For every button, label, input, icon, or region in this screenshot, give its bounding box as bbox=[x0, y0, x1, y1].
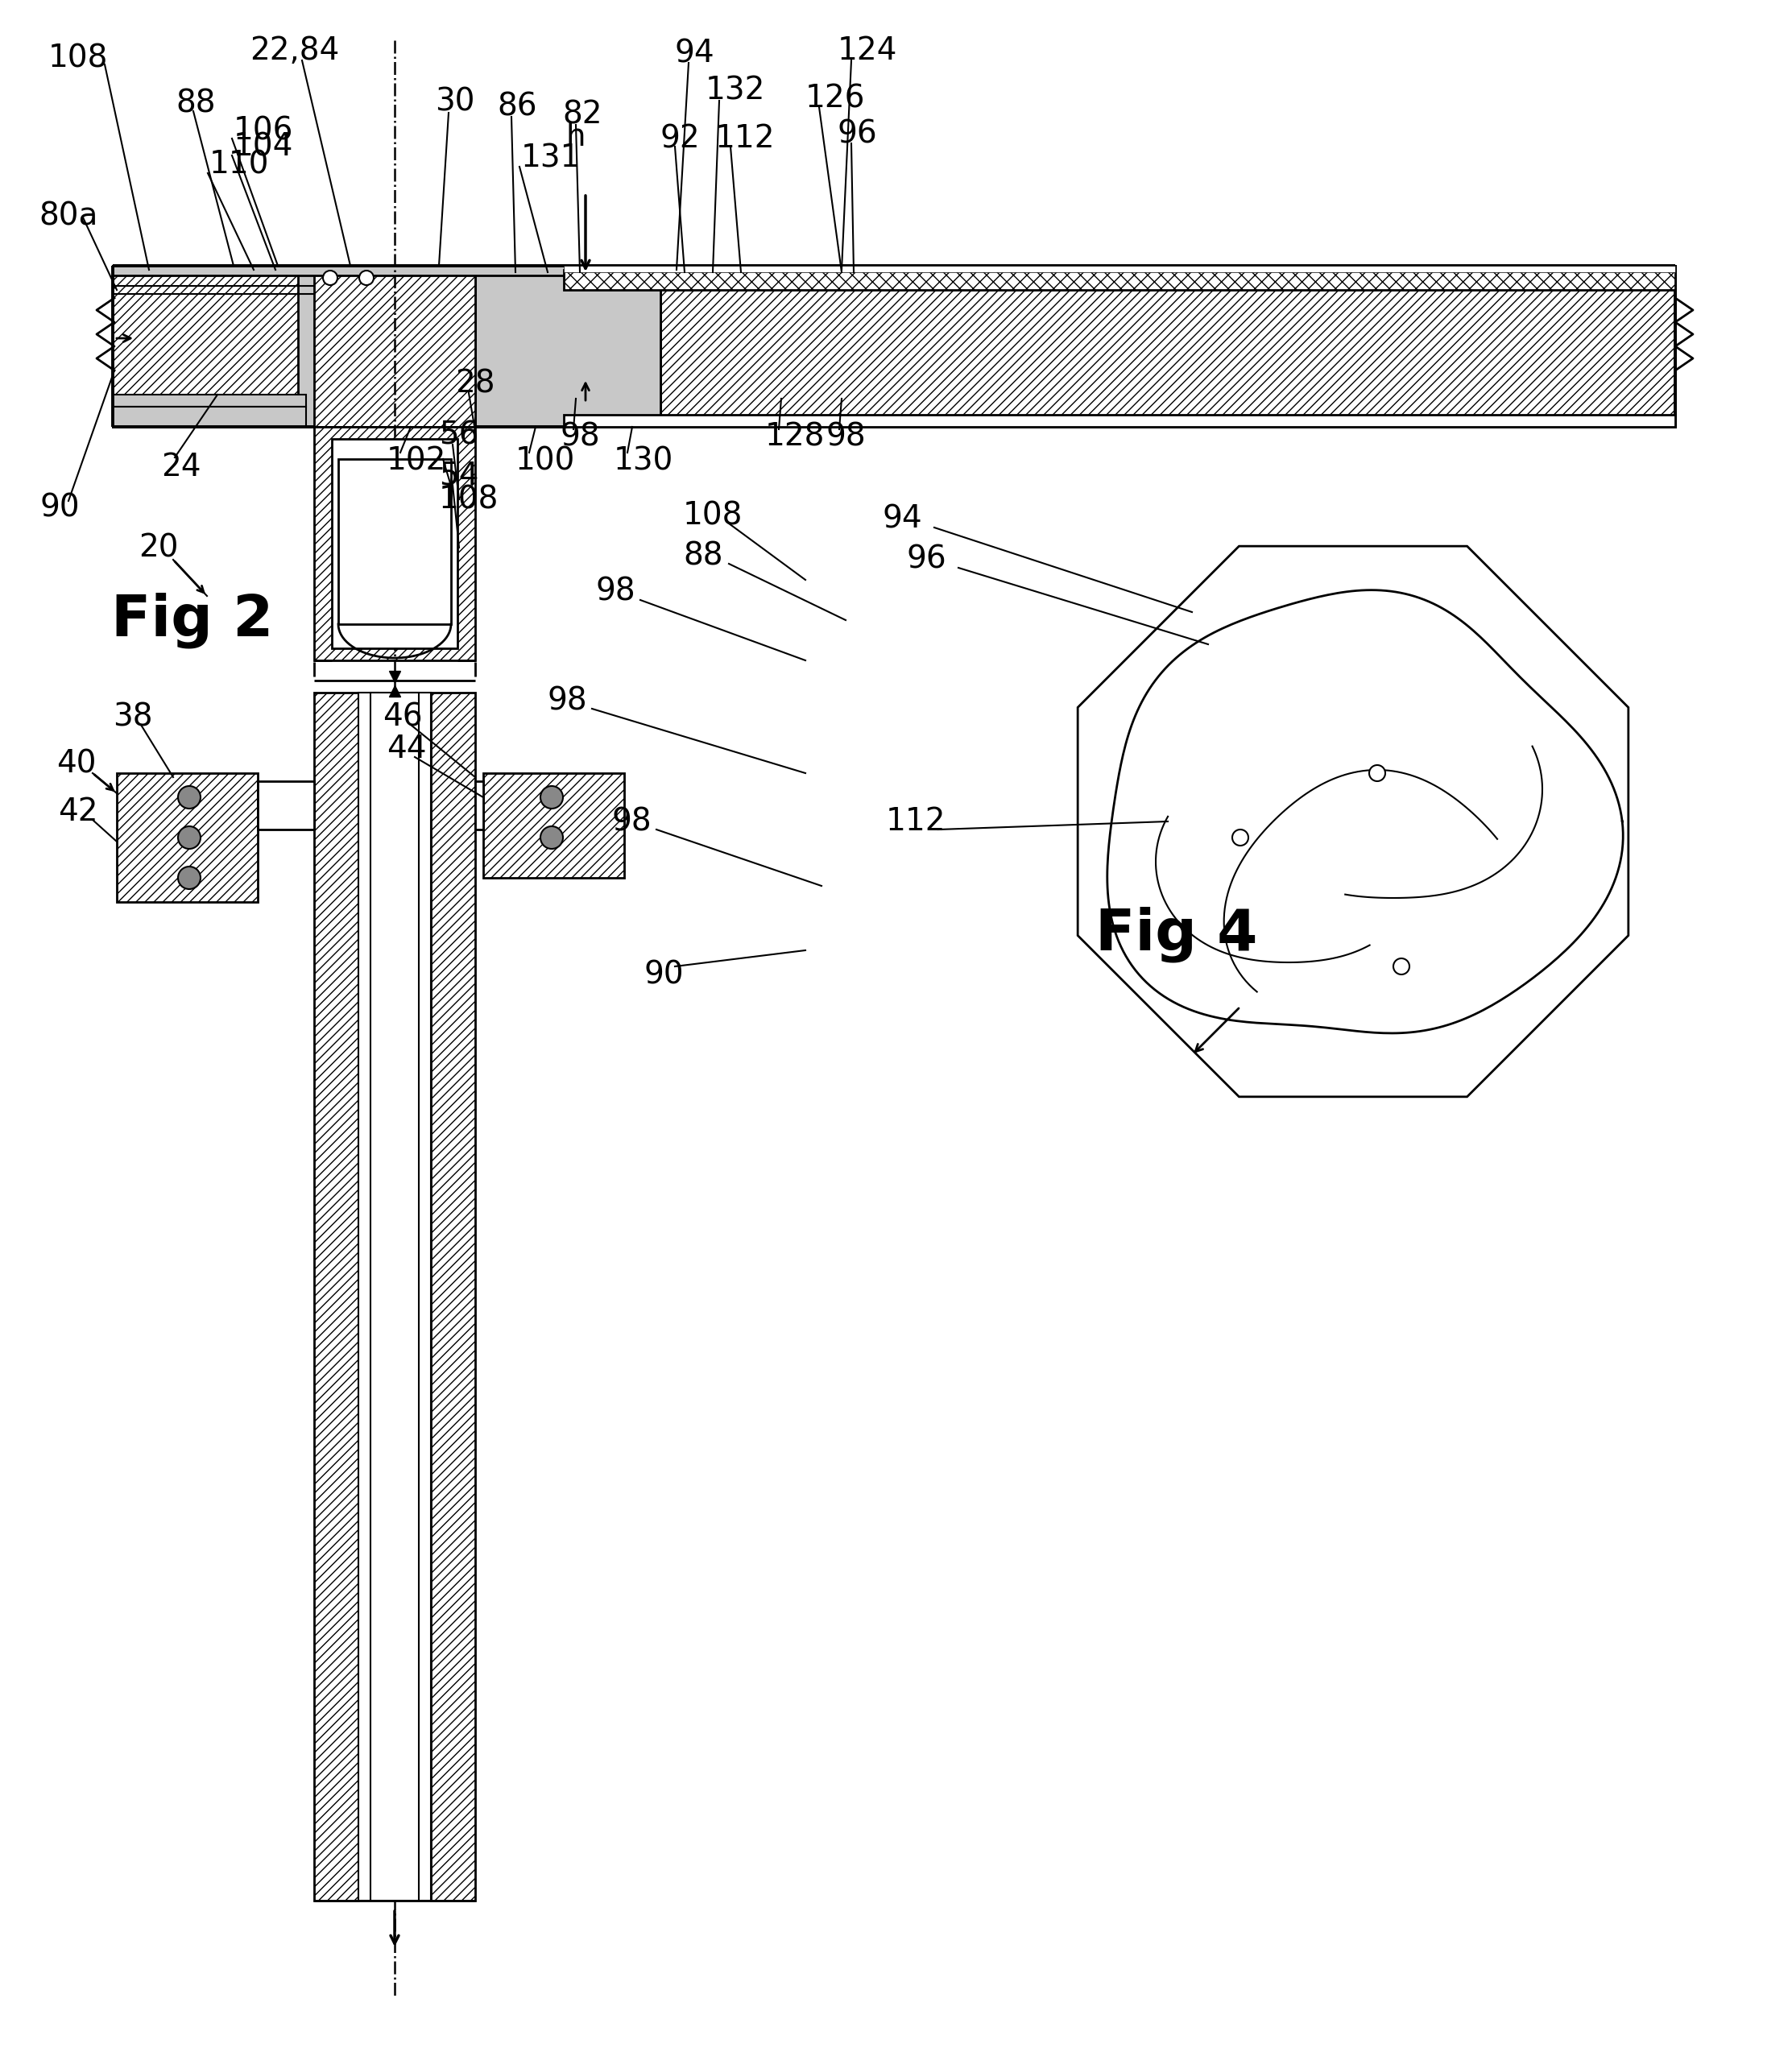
Bar bbox=[475, 274, 661, 426]
Text: 22,84: 22,84 bbox=[249, 35, 339, 66]
Text: Fig 4: Fig 4 bbox=[1095, 905, 1258, 963]
Text: 100: 100 bbox=[516, 444, 575, 475]
Text: 108: 108 bbox=[48, 43, 108, 74]
Text: 96: 96 bbox=[837, 119, 878, 150]
Text: 98: 98 bbox=[826, 422, 866, 453]
Text: 94: 94 bbox=[882, 504, 921, 535]
Text: 96: 96 bbox=[907, 545, 946, 575]
Text: Fig 2: Fig 2 bbox=[111, 592, 274, 647]
Text: 82: 82 bbox=[563, 100, 602, 131]
Text: 20: 20 bbox=[138, 532, 179, 563]
Text: 110: 110 bbox=[210, 150, 269, 180]
Text: 131: 131 bbox=[521, 143, 581, 174]
Bar bbox=[484, 774, 624, 879]
Text: 86: 86 bbox=[496, 92, 538, 123]
Text: h: h bbox=[566, 121, 586, 152]
Text: 124: 124 bbox=[837, 35, 898, 66]
Text: 112: 112 bbox=[715, 123, 776, 154]
Bar bbox=[564, 266, 1676, 272]
Text: 102: 102 bbox=[387, 444, 446, 475]
Text: 112: 112 bbox=[885, 807, 946, 838]
Bar bbox=[113, 266, 297, 426]
Text: 56: 56 bbox=[439, 420, 478, 451]
Text: 80a: 80a bbox=[39, 201, 99, 231]
Text: 94: 94 bbox=[676, 39, 715, 70]
Circle shape bbox=[1369, 766, 1385, 780]
Circle shape bbox=[541, 786, 563, 809]
Circle shape bbox=[541, 825, 563, 848]
Circle shape bbox=[358, 270, 375, 285]
Circle shape bbox=[177, 825, 201, 848]
Text: 126: 126 bbox=[805, 84, 866, 113]
Text: 108: 108 bbox=[683, 500, 744, 530]
Bar bbox=[475, 780, 484, 829]
Bar bbox=[113, 266, 1676, 274]
Text: 38: 38 bbox=[113, 702, 152, 731]
Circle shape bbox=[323, 270, 337, 285]
Text: 106: 106 bbox=[233, 115, 294, 145]
Text: 98: 98 bbox=[613, 807, 652, 838]
Text: 90: 90 bbox=[39, 492, 81, 522]
Text: 98: 98 bbox=[559, 422, 600, 453]
Bar bbox=[661, 266, 1676, 426]
Circle shape bbox=[1233, 829, 1249, 846]
Text: 88: 88 bbox=[683, 541, 722, 571]
Text: 42: 42 bbox=[57, 797, 99, 827]
Text: 28: 28 bbox=[455, 369, 495, 399]
Bar bbox=[430, 692, 475, 1901]
Bar bbox=[116, 774, 258, 901]
Bar bbox=[371, 692, 419, 1901]
Text: 98: 98 bbox=[548, 686, 588, 717]
Text: 88: 88 bbox=[176, 88, 215, 119]
Bar bbox=[113, 395, 306, 408]
Text: 40: 40 bbox=[56, 748, 97, 778]
Circle shape bbox=[1394, 958, 1410, 975]
Text: 130: 130 bbox=[613, 444, 674, 475]
Bar bbox=[475, 266, 661, 426]
Text: 90: 90 bbox=[645, 958, 685, 989]
Bar bbox=[314, 266, 475, 426]
Bar bbox=[258, 780, 314, 829]
Text: 30: 30 bbox=[435, 86, 475, 117]
Text: 46: 46 bbox=[382, 702, 423, 731]
Bar bbox=[564, 270, 1676, 291]
Bar bbox=[339, 459, 452, 625]
Text: 98: 98 bbox=[597, 578, 636, 608]
Bar bbox=[113, 408, 306, 426]
Text: 92: 92 bbox=[661, 123, 701, 154]
Circle shape bbox=[177, 866, 201, 889]
Bar bbox=[410, 692, 430, 1901]
Bar bbox=[332, 438, 457, 649]
Text: 132: 132 bbox=[706, 76, 765, 106]
Bar bbox=[358, 692, 378, 1901]
Bar bbox=[314, 426, 475, 659]
Bar bbox=[113, 266, 1676, 426]
Circle shape bbox=[177, 786, 201, 809]
Polygon shape bbox=[1077, 547, 1629, 1098]
Text: 44: 44 bbox=[387, 733, 426, 764]
Text: 24: 24 bbox=[161, 453, 201, 483]
Text: 108: 108 bbox=[439, 483, 498, 514]
Bar bbox=[314, 692, 358, 1901]
Text: 54: 54 bbox=[439, 461, 478, 489]
Text: 128: 128 bbox=[765, 422, 824, 453]
Bar bbox=[564, 416, 1676, 426]
Text: 104: 104 bbox=[233, 131, 294, 162]
